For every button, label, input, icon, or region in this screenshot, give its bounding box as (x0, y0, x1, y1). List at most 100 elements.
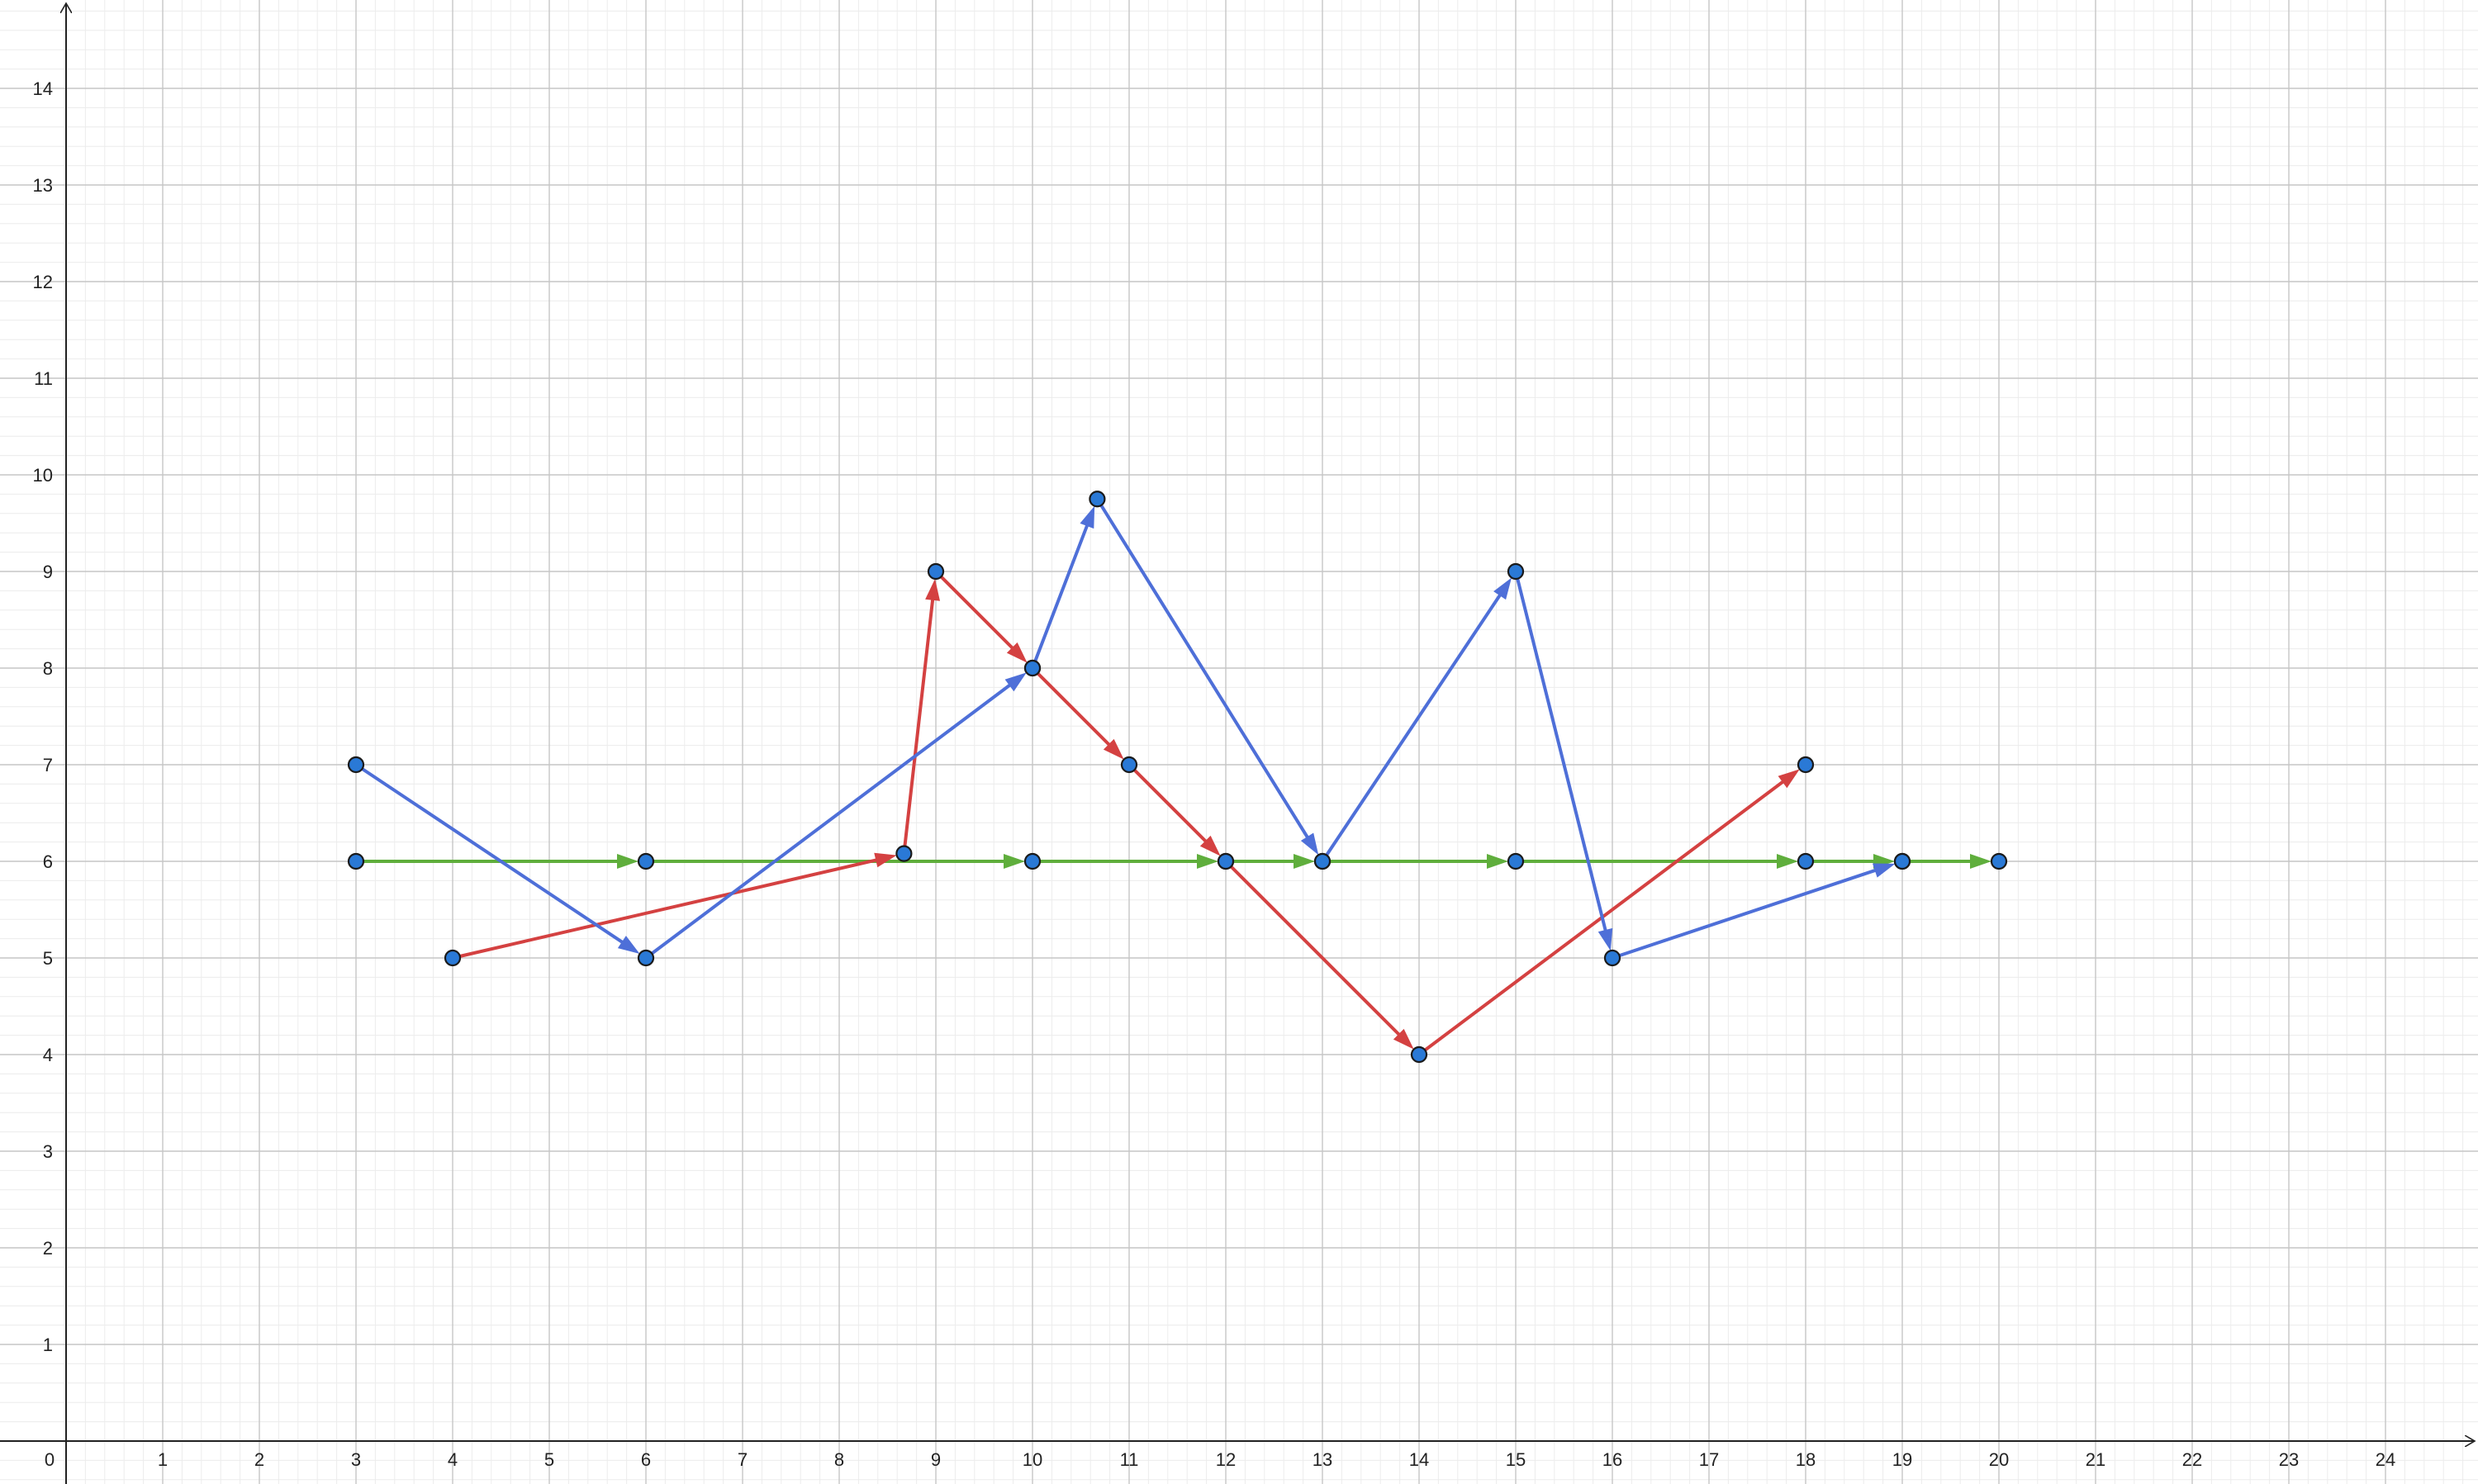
series-arrowhead (617, 854, 638, 869)
series-segment (1031, 524, 1089, 670)
series-arrowhead (1197, 854, 1218, 869)
series-segment (1095, 497, 1309, 839)
data-point[interactable] (1893, 852, 1911, 870)
data-point[interactable] (1023, 852, 1042, 870)
x-tick-label: 11 (1120, 1449, 1139, 1470)
x-tick-label: 5 (544, 1449, 554, 1470)
series-arrowhead (1778, 769, 1800, 789)
y-tick-label: 5 (43, 948, 53, 969)
y-tick-label: 12 (33, 272, 53, 292)
x-tick-label: 2 (254, 1449, 264, 1470)
x-tick-label: 10 (1023, 1449, 1042, 1470)
x-tick-label: 12 (1216, 1449, 1236, 1470)
series-arrowhead (1300, 832, 1319, 856)
series-segment (1031, 666, 1111, 747)
y-tick-label: 7 (43, 755, 53, 775)
data-point[interactable] (1603, 949, 1621, 967)
series-arrowhead (1080, 505, 1095, 529)
series-arrowhead (1004, 854, 1025, 869)
x-tick-label: 22 (2182, 1449, 2202, 1470)
data-point[interactable] (1797, 756, 1815, 774)
series-segment (902, 598, 935, 856)
x-tick-label: 1 (158, 1449, 168, 1470)
data-point[interactable] (637, 852, 655, 870)
axes (0, 3, 2475, 1484)
x-tick-label: 23 (2279, 1449, 2299, 1470)
series-segment (1514, 570, 1607, 932)
data-point[interactable] (1990, 852, 2008, 870)
x-tick-label: 3 (351, 1449, 361, 1470)
series-layer (354, 497, 1991, 1056)
series-arrowhead (925, 578, 941, 601)
y-tick-label: 14 (33, 78, 53, 99)
series-arrowhead (617, 936, 640, 955)
data-point[interactable] (1410, 1045, 1428, 1064)
data-point[interactable] (1797, 852, 1815, 870)
series-arrowhead (1199, 835, 1221, 856)
y-tick-label: 1 (43, 1335, 53, 1355)
series-segment (644, 684, 1011, 960)
series-segment (1321, 594, 1502, 863)
points-layer (347, 491, 2008, 1064)
y-tick-label: 11 (34, 368, 53, 389)
series-segment (1127, 763, 1208, 843)
y-tick-label: 8 (43, 658, 53, 679)
series-arrowhead (1393, 1028, 1414, 1050)
data-point[interactable] (637, 949, 655, 967)
series-segment (354, 763, 624, 944)
y-tick-label: 13 (33, 175, 53, 196)
x-tick-label: 7 (738, 1449, 748, 1470)
data-point[interactable] (1507, 852, 1525, 870)
x-tick-label: 21 (2086, 1449, 2105, 1470)
series-arrowhead (1597, 927, 1613, 951)
x-tick-label: 16 (1602, 1449, 1622, 1470)
x-tick-label: 15 (1506, 1449, 1526, 1470)
y-tick-label: 10 (33, 465, 53, 486)
series-arrowhead (1004, 672, 1027, 692)
x-tick-label: 9 (931, 1449, 941, 1470)
data-point[interactable] (444, 949, 462, 967)
x-tick-label: 24 (2376, 1449, 2395, 1470)
data-point[interactable] (1023, 659, 1042, 677)
x-tick-label: 4 (448, 1449, 458, 1470)
data-point[interactable] (1089, 491, 1106, 508)
y-tick-label: 6 (43, 851, 53, 872)
series-segment (934, 570, 1014, 650)
series-0 (354, 854, 1991, 869)
data-point[interactable] (1217, 852, 1235, 870)
data-point[interactable] (347, 756, 365, 774)
series-segment (1611, 869, 1877, 960)
data-point[interactable] (347, 852, 365, 870)
y-tick-label: 4 (43, 1045, 53, 1065)
series-arrowhead (1493, 577, 1512, 600)
data-point[interactable] (1120, 756, 1138, 774)
series-arrowhead (1006, 642, 1028, 663)
y-tick-label: 3 (43, 1141, 53, 1162)
series-segment (1224, 860, 1401, 1036)
x-tick-label: 18 (1796, 1449, 1816, 1470)
data-point[interactable] (927, 562, 945, 581)
series-arrowhead (1777, 854, 1798, 869)
data-point[interactable] (1507, 562, 1525, 581)
x-tick-label: 13 (1313, 1449, 1332, 1470)
data-point[interactable] (1313, 852, 1332, 870)
y-tick-label: 9 (43, 562, 53, 582)
data-point[interactable] (895, 845, 913, 862)
y-tick-label: 2 (43, 1238, 53, 1259)
x-tick-label: 6 (641, 1449, 651, 1470)
series-2 (354, 497, 1896, 960)
series-1 (451, 570, 1800, 1056)
series-segment (451, 858, 878, 960)
x-tick-label: 0 (45, 1449, 55, 1470)
x-tick-label: 20 (1989, 1449, 2009, 1470)
series-arrowhead (874, 852, 897, 868)
series-arrowhead (1970, 854, 1991, 869)
series-arrowhead (1487, 854, 1508, 869)
x-tick-label: 19 (1892, 1449, 1912, 1470)
series-arrowhead (1294, 854, 1315, 869)
x-tick-label: 14 (1409, 1449, 1429, 1470)
